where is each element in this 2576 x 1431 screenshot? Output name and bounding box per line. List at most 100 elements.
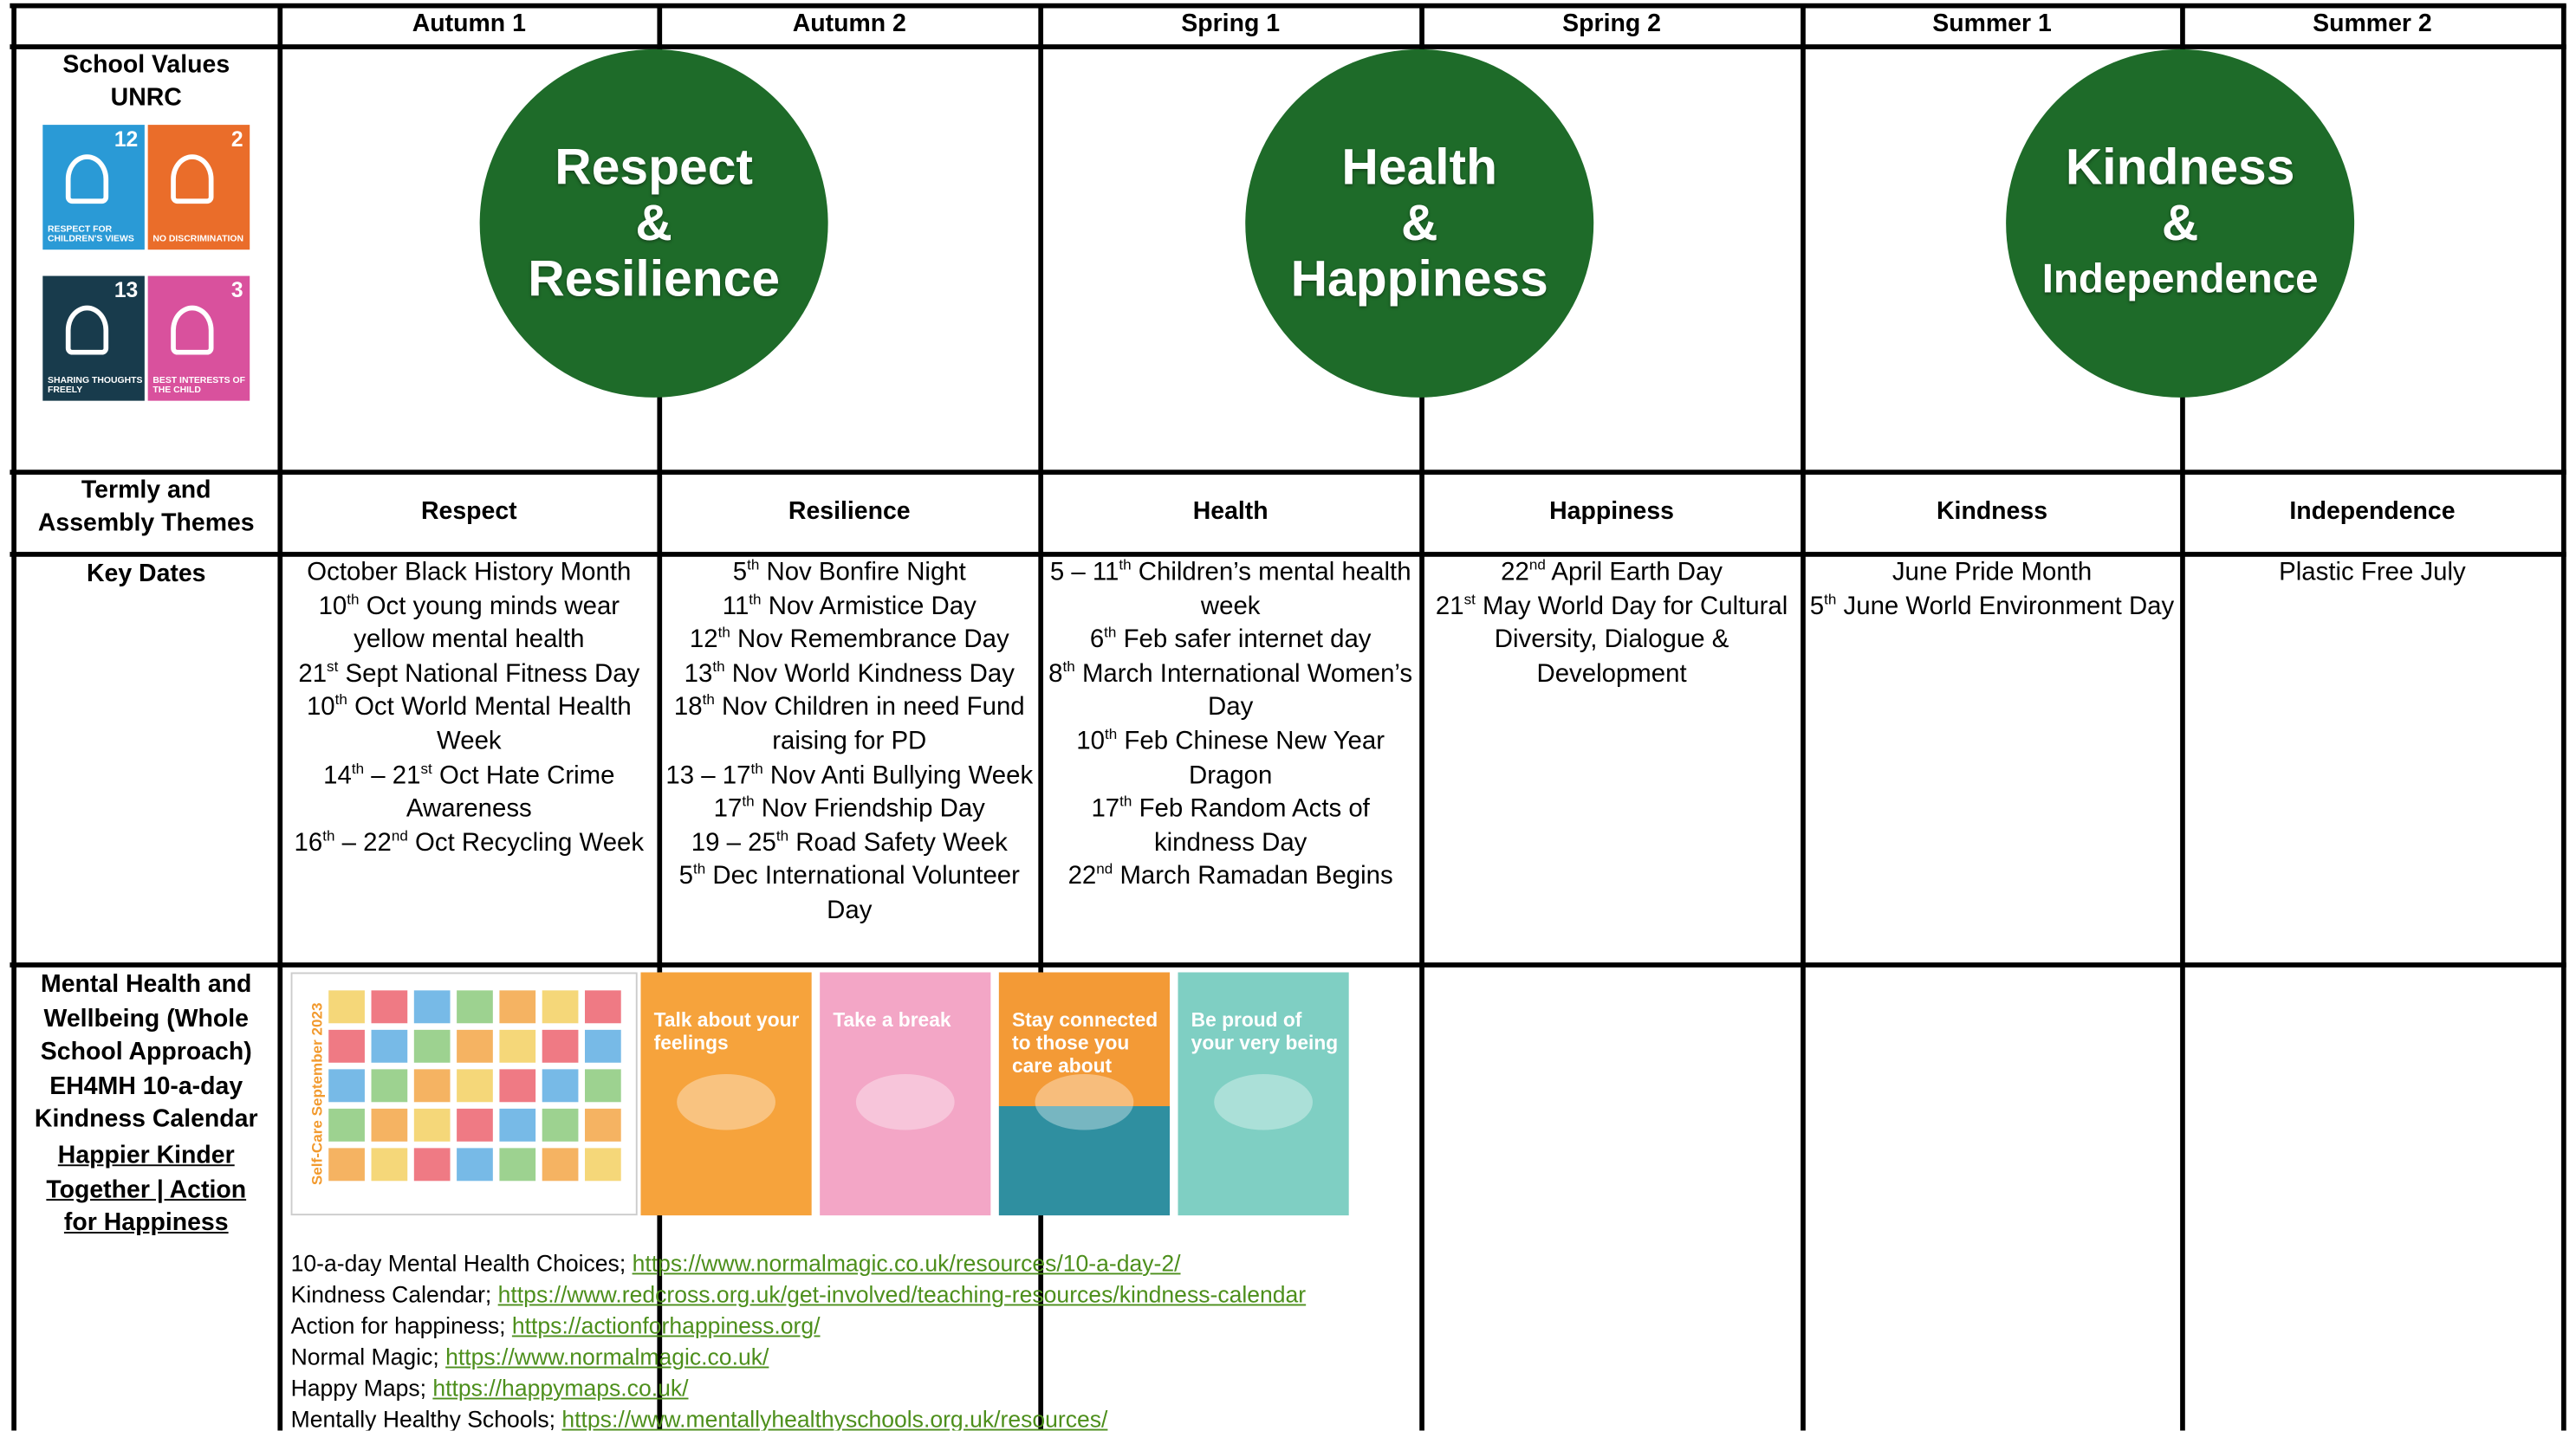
emblem-text: Respect: [555, 138, 753, 196]
key-date: 22nd April Earth Day: [1501, 556, 1723, 586]
value-emblem: Kindness & Independence: [2006, 49, 2355, 398]
wellbeing-link[interactable]: Happier Kinder Together | Action for Hap…: [46, 1141, 247, 1238]
calendar-cell: [457, 1148, 493, 1182]
row-label: Mental Health and: [41, 970, 252, 999]
calendar-cell: [499, 1148, 536, 1182]
row-label: Key Dates: [86, 560, 206, 588]
calendar-cell: [413, 1148, 451, 1182]
link-url[interactable]: https://actionforhappiness.org/: [511, 1311, 821, 1339]
key-date: 21st Sept National Fitness Day: [298, 657, 640, 689]
badge-number: 3: [230, 277, 243, 302]
calendar-cell: [371, 1029, 408, 1063]
calendar-cell: [542, 990, 579, 1024]
unrc-badge: 13 SHARING THOUGHTS FREELY: [42, 275, 145, 401]
link-url[interactable]: https://www.redcross.org.uk/get-involved…: [497, 1280, 1307, 1308]
calendar-cell: [328, 1029, 365, 1063]
poster-title: Take a break: [833, 1008, 951, 1032]
unrc-badge: 3 BEST INTERESTS OF THE CHILD: [147, 275, 250, 401]
term-header: Autumn 2: [792, 10, 906, 38]
emblem-text: &: [1400, 193, 1438, 252]
calendar-cell: [542, 1029, 579, 1063]
term-header: Spring 2: [1562, 10, 1661, 38]
key-dates: Plastic Free July: [2189, 557, 2557, 591]
key-date: 14th – 21st Oct Hate Crime Awareness: [323, 759, 615, 824]
rule: [1418, 4, 1424, 1431]
key-date: 12th Nov Remembrance Day: [689, 624, 1009, 655]
poster-title: Stay connected to those you care about: [1011, 1008, 1158, 1078]
badge-number: 2: [230, 126, 243, 152]
rule: [2560, 4, 2566, 1431]
row-label: School Values: [62, 50, 230, 80]
rule: [10, 43, 2566, 49]
calendar-cell: [371, 1069, 408, 1103]
badge-icon: [65, 305, 109, 355]
rule: [10, 4, 16, 1431]
key-date: 18th Nov Children in need Fund raising f…: [673, 691, 1025, 756]
calendar-cell: [457, 1108, 493, 1142]
badge-number: 13: [114, 277, 139, 302]
emblem-text: Kindness: [2065, 138, 2295, 196]
unrc-badge: 12 RESPECT FOR CHILDREN'S VIEWS: [42, 125, 145, 250]
rule: [10, 2, 2566, 8]
value-emblem: Respect & Resilience: [479, 49, 828, 398]
link-url[interactable]: https://happymaps.co.uk/: [432, 1375, 689, 1402]
key-date: 17th Nov Friendship Day: [713, 793, 985, 824]
calendar-cell: [585, 990, 621, 1024]
row-label: UNRC: [110, 83, 182, 112]
link-label: Kindness Calendar;: [290, 1280, 492, 1308]
key-date: 21st May World Day for Cultural Diversit…: [1435, 590, 1788, 689]
poster-art: [855, 1074, 955, 1130]
key-date: 17th Feb Random Acts of kindness Day: [1091, 793, 1370, 858]
term-header: Autumn 1: [412, 10, 526, 38]
key-date: 13 – 17th Nov Anti Bullying Week: [665, 759, 1034, 790]
key-dates: June Pride Month 5th June World Environme…: [1809, 557, 2176, 625]
poster-art: [1035, 1074, 1134, 1130]
row-label: School Approach): [40, 1038, 252, 1066]
key-date: 6th Feb safer internet day: [1089, 624, 1372, 655]
link-url[interactable]: https://www.mentallyhealthyschools.org.u…: [561, 1406, 1108, 1431]
link-url[interactable]: https://www.normalmagic.co.uk/: [445, 1344, 769, 1370]
badge-icon: [171, 154, 214, 204]
key-date: June Pride Month: [1891, 558, 2093, 586]
rule: [2179, 4, 2184, 1431]
emblem-text: Health: [1341, 138, 1498, 196]
calendar-cell: [371, 1148, 408, 1182]
link-row: Normal Magic; https://www.normalmagic.co…: [291, 1344, 769, 1369]
key-date: 10th Oct World Mental Health Week: [306, 691, 632, 756]
row-label: Termly and: [81, 476, 211, 505]
row-label: Assembly Themes: [37, 508, 255, 538]
key-date: 16th – 22nd Oct Recycling Week: [294, 826, 645, 858]
poster: Be proud of your very being: [1178, 972, 1349, 1216]
calendar-cell: [328, 1148, 365, 1182]
key-dates: 5th Nov Bonfire Night 11th Nov Armistice …: [665, 557, 1034, 929]
rule: [10, 551, 2566, 556]
key-dates: 22nd April Earth Day 21st May World Day f…: [1428, 557, 1796, 692]
calendar-cell: [328, 1069, 365, 1103]
calendar-cell: [542, 1148, 579, 1182]
poster: Stay connected to those you care about: [998, 972, 1171, 1216]
calendar-cell: [413, 1029, 451, 1063]
rule: [1800, 4, 1805, 1431]
link-url[interactable]: https://www.normalmagic.co.uk/resources/…: [632, 1249, 1181, 1277]
emblem-text: Independence: [2041, 256, 2319, 302]
term-header: Summer 1: [1932, 10, 2052, 38]
calendar-cell: [585, 1069, 621, 1103]
key-date: 5th June World Environment Day: [1809, 590, 2175, 620]
link-row: Kindness Calendar; https://www.redcross.…: [291, 1281, 1307, 1307]
badge-label: RESPECT FOR CHILDREN'S VIEWS: [47, 224, 134, 245]
rule: [1037, 4, 1043, 1431]
term-header: Summer 2: [2313, 10, 2432, 38]
poster: Take a break: [820, 972, 991, 1216]
key-dates: 5 – 11th Children’s mental health week 6t…: [1047, 557, 1415, 895]
rule: [656, 4, 662, 1431]
calendar-cell: [585, 1108, 621, 1142]
calendar-cell: [457, 1069, 493, 1103]
calendar-cell: [542, 1108, 579, 1142]
calendar-cell: [499, 1108, 536, 1142]
link-row: Happy Maps; https://happymaps.co.uk/: [291, 1375, 689, 1401]
emblem-text: &: [2161, 193, 2199, 252]
key-date: 8th March International Women’s Day: [1048, 657, 1413, 722]
term-header: Spring 1: [1181, 10, 1281, 38]
theme: Respect: [420, 497, 517, 526]
